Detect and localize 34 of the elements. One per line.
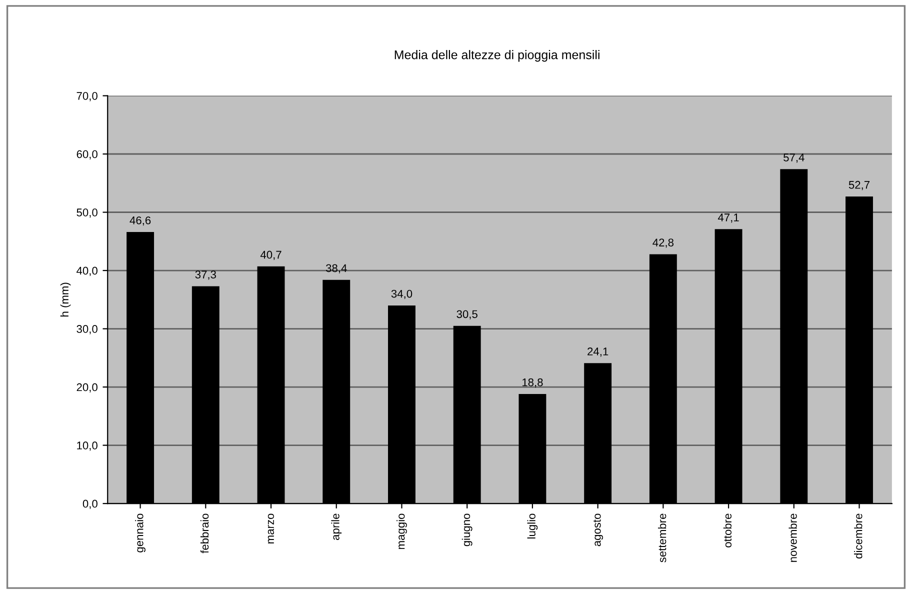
y-tick-label: 50,0: [76, 208, 98, 218]
x-tick-label: dicembre: [854, 514, 862, 558]
data-label: 42,8: [652, 238, 674, 248]
data-label: 38,4: [326, 264, 347, 274]
x-tick-label: marzo: [268, 514, 274, 544]
data-label: 52,7: [848, 180, 870, 190]
data-label: 47,1: [718, 214, 739, 223]
y-tick-label: 70,0: [76, 92, 98, 102]
data-label: 46,6: [130, 216, 151, 226]
y-tick-label: 20,0: [76, 383, 98, 392]
data-label: 30,5: [456, 310, 478, 320]
chart-title: Media delle altezze di pioggia mensili: [394, 50, 600, 62]
data-label: 24,1: [588, 348, 608, 357]
x-tick-label: maggio: [396, 514, 407, 549]
data-label: 57,4: [784, 154, 804, 163]
x-tick-label: settembre: [658, 514, 666, 562]
y-tick-label: 30,0: [76, 325, 98, 334]
data-label: 18,8: [522, 378, 543, 388]
data-label: 40,7: [260, 250, 282, 260]
x-tick-label: febbraio: [200, 514, 209, 554]
x-tick-label: luglio: [527, 514, 538, 538]
x-tick-label: gennaio: [135, 514, 146, 552]
y-tick-label: 60,0: [76, 150, 98, 160]
x-tick-label: agosto: [594, 514, 603, 546]
y-tick-label: 10,0: [77, 442, 98, 451]
y-tick-label: 40,0: [76, 266, 98, 276]
x-tick-label: aprile: [331, 514, 342, 540]
x-tick-label: ottobre: [723, 514, 732, 548]
x-tick-label: novembre: [788, 514, 797, 562]
data-label: 34,0: [391, 290, 412, 300]
y-axis-title: h (mm): [60, 282, 71, 316]
x-tick-label: giugno: [462, 514, 472, 546]
y-tick-label: 0,0: [82, 500, 98, 509]
data-label: 37,3: [195, 270, 216, 280]
